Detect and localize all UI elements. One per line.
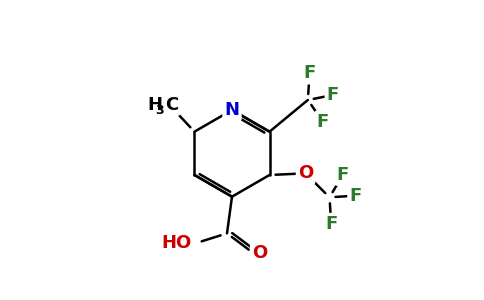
Text: O: O xyxy=(298,164,313,182)
Text: F: F xyxy=(327,86,339,104)
Text: HO: HO xyxy=(162,234,192,252)
Text: H: H xyxy=(148,96,163,114)
Text: F: F xyxy=(325,215,337,233)
Text: F: F xyxy=(317,113,329,131)
Text: C: C xyxy=(166,96,179,114)
Text: O: O xyxy=(162,96,177,114)
Text: F: F xyxy=(303,64,316,82)
Text: F: F xyxy=(337,166,349,184)
Text: N: N xyxy=(225,101,240,119)
Text: O: O xyxy=(252,244,267,262)
Text: 3: 3 xyxy=(155,104,164,117)
Text: F: F xyxy=(349,187,362,205)
